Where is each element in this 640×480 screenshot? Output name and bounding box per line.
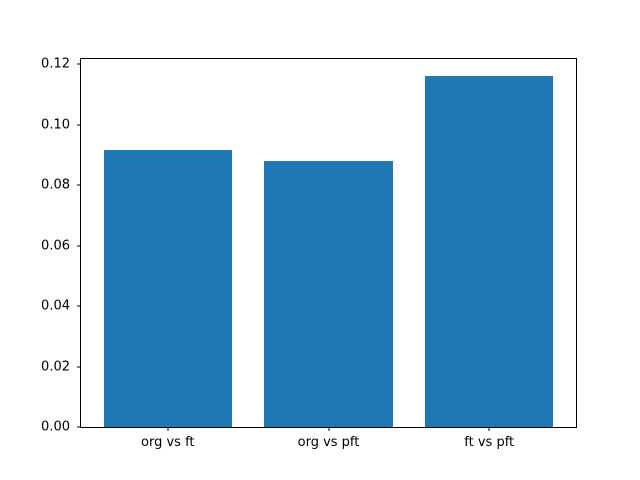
x-tick-mark — [328, 427, 329, 431]
y-tick-label: 0.06 — [41, 238, 70, 254]
y-tick-mark — [77, 305, 81, 307]
y-tick-label: 0.04 — [41, 298, 70, 314]
x-tick-label: ft vs pft — [464, 435, 515, 450]
x-tick-mark — [167, 427, 169, 431]
x-tick-label: org vs pft — [297, 435, 360, 450]
y-tick-label: 0.02 — [41, 359, 70, 375]
bar-org-vs-pft — [264, 161, 393, 427]
y-tick-label: 0.12 — [41, 56, 70, 72]
y-tick-label: 0.08 — [41, 177, 70, 193]
y-tick-mark — [77, 184, 81, 186]
y-tick-mark — [77, 366, 81, 368]
x-tick-label: org vs ft — [141, 435, 195, 450]
bar-ft-vs-pft — [424, 75, 554, 427]
y-tick-mark — [77, 245, 81, 247]
y-tick-mark — [77, 63, 81, 65]
y-tick-label: 0.10 — [41, 117, 70, 133]
plot-area: org vs ft org vs pft ft vs pft 0.00 0.02 0.04… — [41, 57, 577, 450]
x-tick-mark — [488, 427, 490, 431]
y-tick-mark — [77, 426, 81, 428]
y-tick-label: 0.00 — [41, 419, 70, 435]
y-tick-mark — [77, 124, 81, 126]
bar-org-vs-ft — [103, 149, 233, 427]
